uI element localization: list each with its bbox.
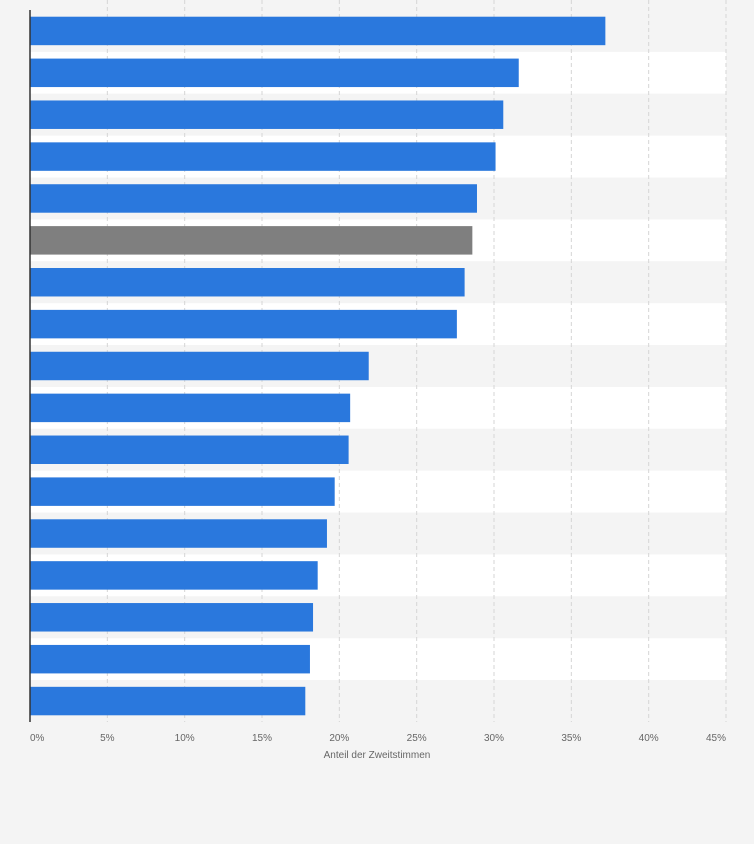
bar bbox=[30, 644, 310, 674]
bar bbox=[30, 58, 519, 88]
x-tick-label: 35% bbox=[561, 733, 581, 744]
bar-highlighted bbox=[30, 226, 473, 255]
bar bbox=[30, 435, 349, 465]
bar bbox=[30, 309, 457, 339]
bar bbox=[30, 603, 314, 632]
bar bbox=[30, 351, 369, 381]
x-tick-label: 15% bbox=[252, 733, 272, 744]
bar bbox=[30, 393, 351, 423]
bar bbox=[30, 561, 318, 590]
bars bbox=[30, 16, 606, 716]
x-tick-label: 45% bbox=[706, 733, 726, 744]
x-tick-label: 20% bbox=[329, 733, 349, 744]
bar bbox=[30, 267, 465, 297]
x-tick-label: 5% bbox=[100, 733, 115, 744]
x-tick-label: 10% bbox=[175, 733, 195, 744]
bar bbox=[30, 100, 504, 129]
bar bbox=[30, 686, 306, 716]
bar bbox=[30, 519, 327, 548]
x-tick-label: 40% bbox=[639, 733, 659, 744]
x-axis-label: Anteil der Zweitstimmen bbox=[324, 750, 431, 761]
bar bbox=[30, 477, 335, 506]
x-tick-label: 30% bbox=[484, 733, 504, 744]
x-tick-labels: 0% 5% 10% 15% 20% 25% 30% 35% 40% 45% bbox=[30, 733, 726, 744]
bar bbox=[30, 184, 477, 213]
x-tick-label: 0% bbox=[30, 733, 45, 744]
x-tick-label: 25% bbox=[407, 733, 427, 744]
bar bbox=[30, 142, 496, 171]
bar bbox=[30, 16, 606, 46]
